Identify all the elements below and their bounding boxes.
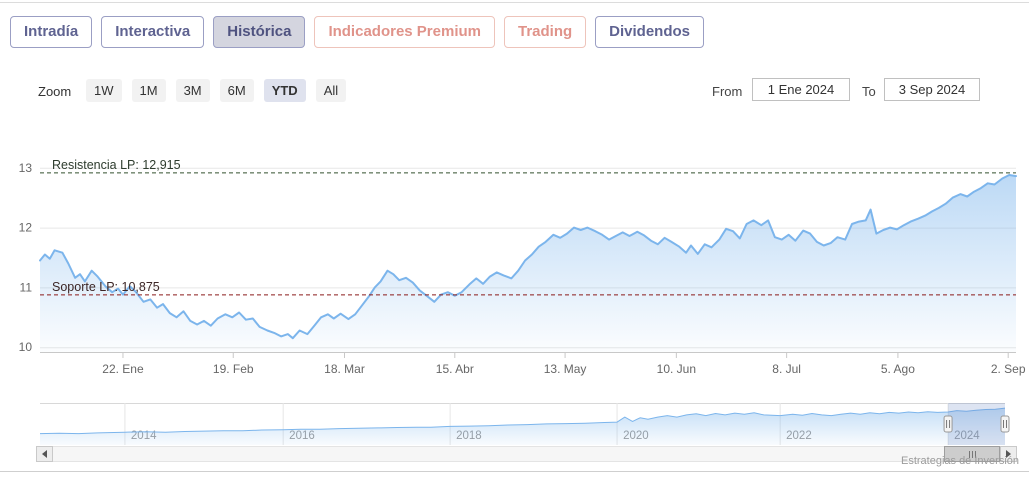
- navigator-area-fill: [40, 408, 1005, 445]
- navigator-handle-left[interactable]: [943, 415, 953, 433]
- zoom-label: Zoom: [38, 84, 72, 99]
- x-axis-label: 18. Mar: [324, 362, 365, 376]
- y-axis-label: 12: [19, 221, 33, 235]
- resistencia-plotline-label: Resistencia LP: 12,915: [52, 158, 181, 172]
- navigator: 201420162018202020222024: [39, 403, 1010, 445]
- grip-icon: [974, 450, 976, 458]
- left-arrow-icon: [42, 450, 47, 458]
- x-axis-label: 10. Jun: [657, 362, 696, 376]
- tab-interactiva[interactable]: Interactiva: [101, 16, 205, 48]
- top-divider: [0, 2, 1029, 3]
- zoom-button-6m[interactable]: 6M: [219, 79, 254, 102]
- x-axis-label: 8. Jul: [772, 362, 801, 376]
- scrollbar-thumb[interactable]: [944, 446, 1000, 462]
- chart-type-tabs: Intradía Interactiva Histórica Indicadores …: [10, 16, 705, 48]
- scrollbar-track[interactable]: [36, 446, 1017, 462]
- from-label: From: [712, 84, 743, 99]
- x-axis-label: 5. Ago: [881, 362, 915, 376]
- x-axis-label: 19. Feb: [213, 362, 254, 376]
- y-axis-label: 11: [20, 280, 33, 294]
- tab-intradia[interactable]: Intradía: [10, 16, 93, 48]
- grip-icon: [968, 450, 970, 458]
- x-axis-label: 13. May: [544, 362, 587, 376]
- zoom-button-1w[interactable]: 1W: [86, 79, 122, 102]
- x-axis-label: 15. Abr: [436, 362, 474, 376]
- zoom-button-3m[interactable]: 3M: [175, 79, 210, 102]
- from-date-input[interactable]: [752, 78, 850, 101]
- right-arrow-icon: [1006, 450, 1011, 458]
- zoom-range-buttons: 1W 1M 3M 6M YTD All: [86, 79, 347, 102]
- bottom-divider: [0, 471, 1029, 472]
- navigator-line-series: [39, 407, 1006, 435]
- to-label: To: [862, 84, 876, 99]
- zoom-button-all[interactable]: All: [315, 79, 347, 102]
- grip-icon: [971, 450, 973, 458]
- soporte-plotline-label: Soporte LP: 10,875: [52, 280, 160, 294]
- zoom-button-1m[interactable]: 1M: [131, 79, 166, 102]
- zoom-button-ytd[interactable]: YTD: [263, 79, 306, 102]
- plot-area[interactable]: [40, 130, 1016, 352]
- credits-label: Estrategias de Inversión: [900, 455, 1019, 467]
- x-axis-label: 2. Sep: [991, 362, 1026, 376]
- navigator-selected-range[interactable]: [948, 403, 1005, 445]
- price-area-fill: [40, 175, 1016, 352]
- y-axis-label: 10: [19, 340, 33, 354]
- scrollbar-right-arrow-button[interactable]: [1000, 446, 1017, 462]
- price-chart: 10 11 12 13 22. Ene 19. Feb 18. Mar 15. Abr 13. …: [19, 130, 1026, 376]
- tab-historica[interactable]: Histórica: [213, 16, 306, 48]
- tab-indicadores-premium[interactable]: Indicadores Premium: [314, 16, 495, 48]
- navigator-handle-right[interactable]: [1000, 415, 1010, 433]
- tab-trading[interactable]: Trading: [504, 16, 587, 48]
- tab-dividendos[interactable]: Dividendos: [595, 16, 705, 48]
- scrollbar-left-arrow-button[interactable]: [36, 446, 53, 462]
- to-date-input[interactable]: [884, 78, 980, 101]
- y-axis-label: 13: [19, 161, 33, 175]
- price-line-series: [39, 174, 1017, 340]
- x-axis-label: 22. Ene: [102, 362, 144, 376]
